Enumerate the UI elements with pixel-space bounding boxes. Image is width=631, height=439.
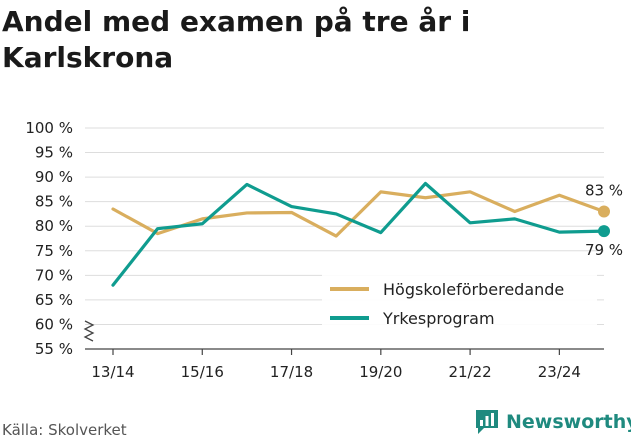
series-line-hogskola: [111, 190, 606, 238]
y-tick-label: 65 %: [35, 291, 73, 309]
x-tick-label: 15/16: [181, 363, 224, 381]
y-axis: 55 % 60 % 65 % 70 % 75 % 80 % 85 % 90 % 95 % 100 …: [25, 119, 95, 358]
legend-label: Högskoleförberedande: [383, 280, 564, 299]
y-tick-label: 75 %: [35, 242, 73, 260]
y-tick-label: 80 %: [35, 217, 73, 235]
series-line-yrke: [111, 181, 606, 287]
y-tick-label: 95 %: [35, 144, 73, 162]
chart-title: Andel med examen på tre år i Karlskrona: [2, 5, 471, 74]
y-tick-label: 55 %: [35, 340, 73, 358]
legend: Högskoleförberedande Yrkesprogram: [322, 272, 597, 336]
x-axis: 13/14 15/16 17/18 19/20 21/22 23/24: [85, 348, 604, 381]
brand-name: Newsworthy: [506, 411, 631, 433]
data-label: 83 %: [585, 181, 623, 199]
series-lines: 83 % 79 %: [111, 181, 623, 287]
axis-break-icon: [83, 320, 95, 342]
series-end-point: [598, 225, 610, 238]
source-note: Källa: Skolverket: [2, 421, 127, 439]
series-end-point: [598, 205, 610, 218]
data-label: 79 %: [585, 241, 623, 259]
bar-chart-logo-icon: [476, 410, 498, 434]
x-tick-label: 23/24: [538, 363, 581, 381]
x-tick-label: 13/14: [91, 363, 134, 381]
legend-label: Yrkesprogram: [382, 309, 495, 328]
y-tick-label: 100 %: [25, 119, 73, 137]
brand-logo: Newsworthy: [474, 408, 631, 436]
x-tick-label: 21/22: [448, 363, 491, 381]
y-tick-label: 60 %: [35, 315, 73, 333]
y-tick-label: 90 %: [35, 168, 73, 186]
y-tick-label: 70 %: [35, 266, 73, 284]
x-tick-label: 19/20: [359, 363, 402, 381]
y-tick-label: 85 %: [35, 193, 73, 211]
legend-background: [322, 272, 597, 336]
x-tick-label: 17/18: [270, 363, 313, 381]
